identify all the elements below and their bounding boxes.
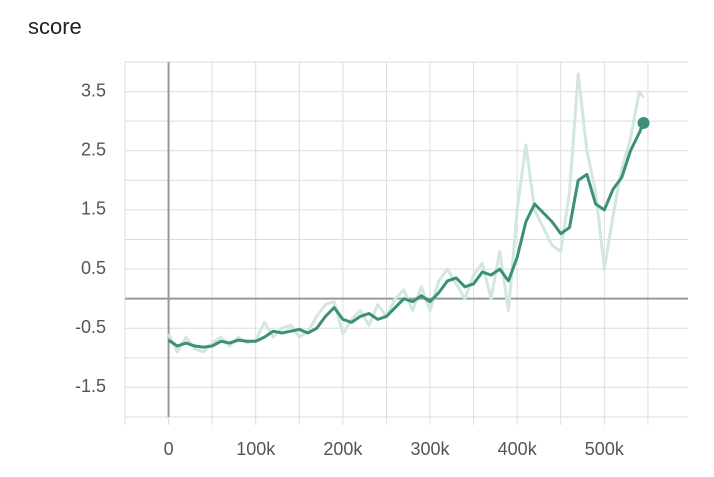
x-tick-label: 0 xyxy=(164,439,174,459)
y-tick-label: 2.5 xyxy=(81,140,106,160)
y-tick-label: -0.5 xyxy=(75,317,106,337)
y-tick-label: 3.5 xyxy=(81,80,106,100)
y-tick-label: 0.5 xyxy=(81,258,106,278)
x-tick-label: 400k xyxy=(498,439,538,459)
y-tick-label: -1.5 xyxy=(75,376,106,396)
y-tick-label: 1.5 xyxy=(81,199,106,219)
series-line xyxy=(167,122,645,349)
end-point xyxy=(637,116,650,129)
x-tick-label: 200k xyxy=(323,439,363,459)
x-tick-label: 500k xyxy=(585,439,625,459)
x-tick-label: 300k xyxy=(411,439,451,459)
chart-title: score xyxy=(28,14,82,39)
x-tick-label: 100k xyxy=(236,439,276,459)
